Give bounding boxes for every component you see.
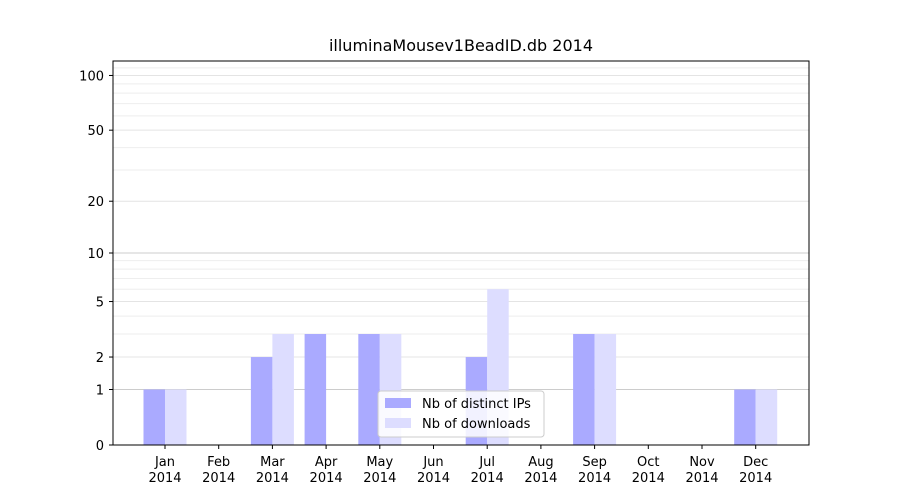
bar [143, 389, 165, 445]
bar [165, 389, 187, 445]
y-tick-label: 2 [96, 351, 104, 366]
legend-label: Nb of downloads [422, 417, 531, 432]
gridlines [113, 67, 809, 390]
y-tick-label: 50 [87, 124, 104, 139]
bar [734, 389, 756, 445]
x-tick-label: Nov 2014 [685, 455, 718, 486]
x-tick-label: Feb 2014 [202, 455, 235, 486]
legend-swatch [385, 418, 411, 428]
bar [304, 333, 327, 445]
x-axis: Jan 2014 Feb 2014 Mar 2014 Apr 2014 May 2014 Jun 20… [148, 445, 772, 486]
x-tick-label: Apr 2014 [310, 455, 343, 486]
bar [573, 333, 595, 445]
bar [358, 333, 380, 445]
bar [272, 333, 294, 445]
x-tick-label: Jan 2014 [148, 455, 181, 486]
x-tick-label: Jun 2014 [417, 455, 450, 486]
x-tick-label: May 2014 [363, 455, 396, 486]
x-tick-label: Aug 2014 [524, 455, 557, 486]
y-tick-label: 20 [87, 195, 104, 210]
legend-swatch [385, 398, 411, 408]
y-tick-label: 0 [96, 439, 104, 454]
x-tick-label: Dec 2014 [739, 455, 772, 486]
bar [755, 389, 778, 445]
bar [594, 333, 617, 445]
x-tick-label: Sep 2014 [578, 455, 611, 486]
x-tick-label: Jul 2014 [471, 455, 504, 486]
chart-title: illuminaMousev1BeadID.db 2014 [329, 36, 593, 55]
y-tick-label: 1 [96, 383, 104, 398]
y-axis: 0 1 2 5 10 20 50 100 [79, 69, 113, 454]
x-tick-label: Mar 2014 [256, 455, 289, 486]
y-tick-label: 10 [87, 247, 104, 262]
legend: Nb of distinct IPs Nb of downloads [377, 390, 545, 438]
bar [250, 357, 273, 445]
y-tick-label: 5 [96, 296, 104, 311]
legend-box [377, 390, 545, 438]
x-tick-label: Oct 2014 [632, 455, 665, 486]
legend-label: Nb of distinct IPs [422, 397, 531, 412]
y-tick-label: 100 [79, 69, 104, 84]
